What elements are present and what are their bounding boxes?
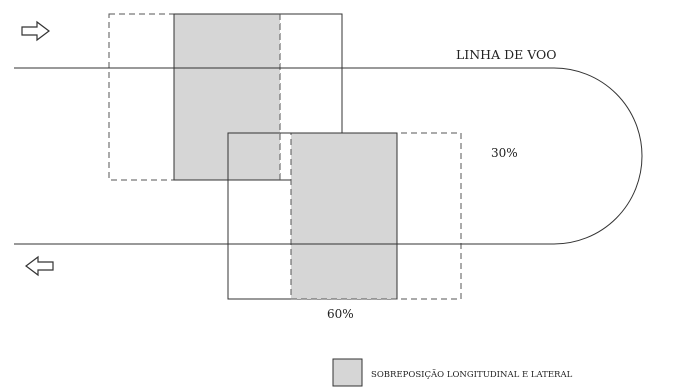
lateral-overlap-label: 30% [491, 146, 518, 160]
arrow-right-icon [21, 20, 50, 42]
photo-frame-top-2 [173, 13, 343, 181]
flight-line-label: LINHA DE VOO [456, 47, 557, 62]
overlap-area-top [174, 14, 280, 180]
arrow-left-icon [25, 255, 54, 277]
flight-line-path [14, 67, 643, 245]
longitudinal-overlap-label: 60% [327, 307, 354, 321]
overlap-area-bottom [291, 133, 397, 299]
legend-label: SOBREPOSIÇÃO LONGITUDINAL E LATERAL [371, 368, 573, 380]
legend-swatch [332, 358, 363, 387]
